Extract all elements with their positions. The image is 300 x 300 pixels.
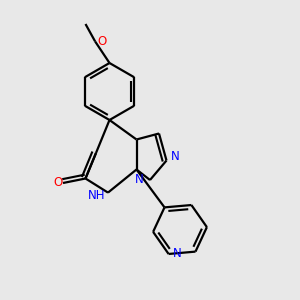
Text: N: N	[172, 248, 182, 260]
Text: NH: NH	[88, 189, 105, 202]
Text: O: O	[53, 176, 62, 189]
Text: O: O	[98, 35, 107, 48]
Text: N: N	[171, 150, 180, 164]
Text: N: N	[135, 172, 144, 186]
